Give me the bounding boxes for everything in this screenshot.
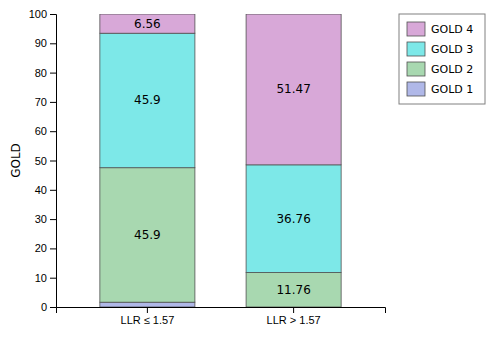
bar-segment bbox=[100, 33, 195, 167]
y-tick-label: 70 bbox=[35, 96, 47, 108]
y-axis: 0 10 20 30 40 50 60 70 80 90 100 bbox=[29, 8, 57, 313]
legend: GOLD 4 GOLD 3 GOLD 2 GOLD 1 bbox=[399, 14, 485, 104]
bar-segment bbox=[246, 273, 341, 307]
x-tick: LLR ≤ 1.57 bbox=[121, 307, 175, 326]
bar-segment bbox=[100, 302, 195, 307]
data-label: 45.9 bbox=[134, 228, 161, 242]
data-labels: 45.9 11.76 45.9 36.76 6.56 51.47 bbox=[134, 17, 311, 297]
y-tick: 40 bbox=[35, 184, 56, 196]
legend-label: GOLD 3 bbox=[431, 43, 473, 56]
y-tick-mark bbox=[50, 131, 56, 132]
y-tick-label: 90 bbox=[35, 37, 47, 49]
y-tick-mark bbox=[50, 190, 56, 191]
legend-item: GOLD 1 bbox=[407, 82, 473, 96]
y-tick: 70 bbox=[35, 96, 56, 108]
y-tick-mark bbox=[50, 161, 56, 162]
y-tick-label: 0 bbox=[41, 301, 47, 313]
legend-item: GOLD 2 bbox=[407, 62, 473, 76]
y-tick-label: 30 bbox=[35, 213, 47, 225]
bar-segment bbox=[100, 168, 195, 302]
data-label: 6.56 bbox=[134, 17, 161, 31]
legend-label: GOLD 1 bbox=[431, 83, 473, 96]
y-tick: 20 bbox=[35, 242, 56, 254]
y-tick-mark bbox=[50, 102, 56, 103]
x-tick: LLR > 1.57 bbox=[267, 307, 321, 326]
y-tick-mark bbox=[50, 43, 56, 44]
x-tick-label: LLR > 1.57 bbox=[267, 314, 321, 326]
data-label: 51.47 bbox=[276, 82, 310, 96]
legend-swatch bbox=[407, 22, 425, 36]
y-tick-label: 100 bbox=[29, 8, 47, 20]
y-tick: 10 bbox=[35, 272, 56, 284]
y-tick: 50 bbox=[35, 155, 56, 167]
y-tick-mark bbox=[50, 307, 56, 308]
data-label: 11.76 bbox=[276, 283, 310, 297]
legend-swatch bbox=[407, 82, 425, 96]
x-tick-mark bbox=[147, 307, 148, 313]
bar-segment bbox=[100, 14, 195, 33]
legend-item: GOLD 4 bbox=[407, 22, 473, 36]
y-tick-mark bbox=[50, 219, 56, 220]
y-tick-label: 10 bbox=[35, 272, 47, 284]
y-tick-mark bbox=[50, 73, 56, 74]
chart: 0 10 20 30 40 50 60 70 80 90 100 LLR ≤ 1.57 LLR > 1.… bbox=[0, 0, 500, 339]
bar-series bbox=[100, 302, 195, 307]
x-axis: LLR ≤ 1.57 LLR > 1.57 bbox=[57, 307, 386, 326]
y-axis-line bbox=[50, 15, 57, 308]
bar-segment bbox=[246, 14, 341, 165]
y-tick: 80 bbox=[35, 67, 56, 79]
plot-area: 0 10 20 30 40 50 60 70 80 90 100 LLR ≤ 1.57 LLR > 1.… bbox=[29, 8, 386, 326]
y-tick: 0 bbox=[41, 301, 56, 313]
y-tick: 100 bbox=[29, 8, 56, 20]
y-tick: 90 bbox=[35, 37, 56, 49]
legend-label: GOLD 2 bbox=[431, 63, 473, 76]
data-label: 36.76 bbox=[276, 212, 310, 226]
y-axis-title: GOLD bbox=[9, 143, 23, 178]
y-tick: 30 bbox=[35, 213, 56, 225]
x-tick-mark bbox=[293, 307, 294, 313]
y-tick-mark bbox=[50, 248, 56, 249]
legend-label: GOLD 4 bbox=[431, 23, 473, 36]
x-axis-line bbox=[57, 308, 386, 314]
y-tick-label: 60 bbox=[35, 125, 47, 137]
bars bbox=[100, 14, 341, 307]
y-tick-mark bbox=[50, 278, 56, 279]
legend-swatch bbox=[407, 62, 425, 76]
y-tick-label: 40 bbox=[35, 184, 47, 196]
y-tick-label: 50 bbox=[35, 155, 47, 167]
y-tick-label: 80 bbox=[35, 67, 47, 79]
legend-swatch bbox=[407, 42, 425, 56]
x-tick-label: LLR ≤ 1.57 bbox=[121, 314, 175, 326]
legend-item: GOLD 3 bbox=[407, 42, 473, 56]
y-tick-label: 20 bbox=[35, 242, 47, 254]
bar-series bbox=[100, 14, 341, 165]
data-label: 45.9 bbox=[134, 93, 161, 107]
y-tick-mark bbox=[50, 14, 56, 15]
bar-segment bbox=[246, 165, 341, 273]
legend-frame bbox=[399, 14, 485, 104]
y-tick: 60 bbox=[35, 125, 56, 137]
